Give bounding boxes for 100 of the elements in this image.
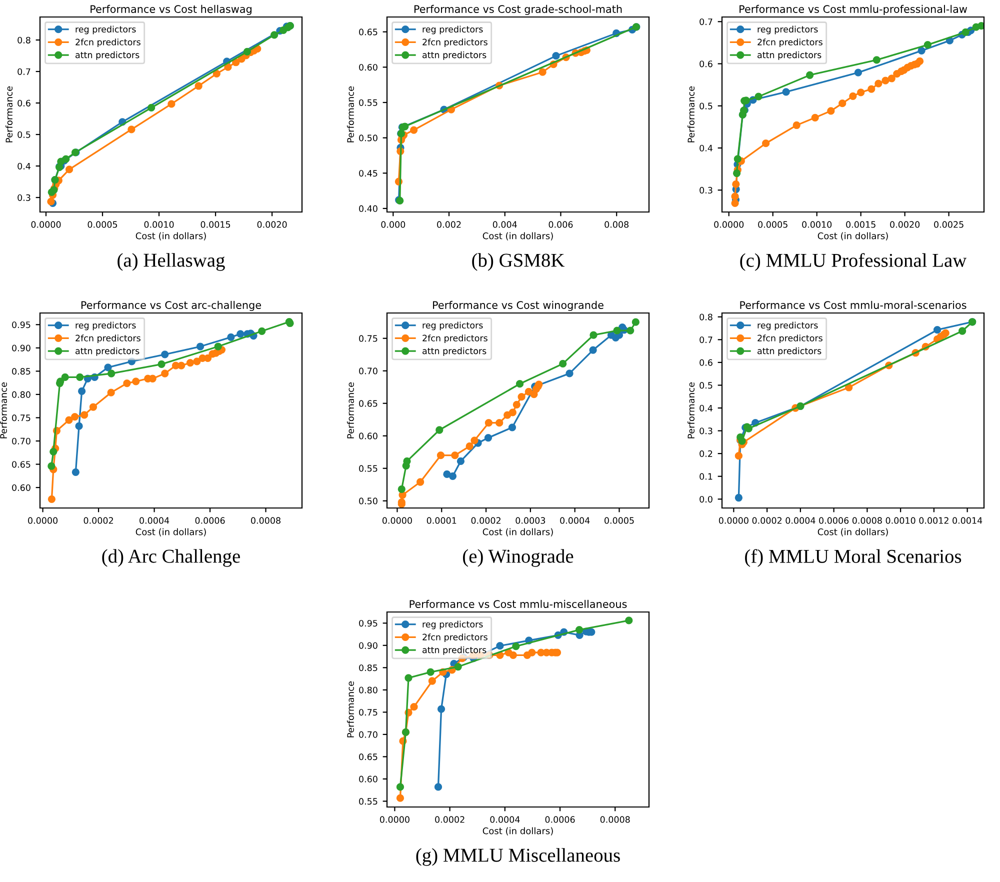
chart-title: Performance vs Cost mmlu-moral-scenarios	[740, 300, 966, 309]
legend-label: 2fcn predictors	[422, 334, 488, 344]
y-axis-title: Performance	[346, 382, 354, 438]
y-tick-label: 0.75	[359, 335, 378, 342]
x-tick-label: 0.0000	[31, 221, 61, 228]
x-tick-label: 0.004	[492, 221, 517, 228]
x-tick-label: 0.006	[548, 221, 573, 228]
y-tick-label: 0.55	[359, 465, 378, 472]
y-tick-label: 0.50	[359, 134, 378, 142]
y-axis-title: Performance	[688, 86, 695, 142]
y-tick-label: 0.80	[359, 686, 378, 694]
y-tick-label: 0.85	[12, 368, 30, 375]
y-tick-label: 0.1	[700, 473, 712, 480]
y-tick-label: 0.5	[18, 131, 30, 138]
x-tick-label: 0.0002	[435, 816, 464, 823]
x-tick-label: 0.0008	[852, 517, 882, 524]
text: (e) Winograde	[463, 549, 574, 567]
y-tick-label: 0.5	[700, 102, 712, 110]
y-tick-label: 0.70	[359, 368, 378, 374]
x-axis-title: Cost (in dollars)	[818, 528, 888, 536]
y-tick-label: 0.40	[359, 205, 378, 212]
y-tick-label: 0.7	[18, 68, 30, 75]
x-tick-label: 0.0004	[490, 816, 520, 823]
x-tick-label: 0.002	[437, 221, 461, 228]
y-axis-title: Performance	[688, 382, 695, 438]
x-tick-label: 0.0003	[516, 517, 546, 524]
x-axis-title: Cost (in dollars)	[136, 528, 206, 536]
y-tick-label: 0.60	[359, 776, 378, 782]
text: (b) GSM8K	[472, 253, 565, 271]
y-tick-label: 0.4	[18, 162, 30, 170]
x-tick-label: 0.0005	[88, 221, 118, 228]
x-tick-label: 0.0005	[758, 221, 788, 228]
legend-label: reg predictors	[76, 26, 136, 34]
legend-label: attn predictors	[422, 646, 486, 655]
y-tick-label: 0.80	[12, 391, 30, 398]
text: (g) MMLU Miscellaneous	[416, 848, 620, 866]
x-tick-label: 0.000	[381, 221, 406, 228]
x-axis-title: Cost (in dollars)	[482, 528, 553, 536]
x-tick-label: 0.0001	[426, 517, 456, 524]
text: (c) MMLU Professional Law	[740, 253, 967, 271]
text: (d) Arc Challenge	[102, 549, 240, 567]
legend-label: reg predictors	[422, 620, 483, 630]
y-tick-label: 0.70	[359, 731, 378, 738]
x-tick-label: 0.0008	[251, 517, 280, 524]
legend-label: 2fcn predictors	[76, 334, 140, 344]
x-tick-label: 0.0002	[471, 517, 500, 524]
legend-label: attn predictors	[758, 347, 822, 356]
y-tick-label: 0.2	[700, 450, 712, 458]
x-tick-label: 0.0008	[600, 816, 630, 823]
x-tick-label: 0.0000	[380, 816, 410, 823]
y-tick-label: 0.45	[359, 170, 378, 177]
y-tick-label: 0.75	[12, 414, 30, 422]
legend-label: reg predictors	[422, 322, 483, 330]
x-tick-label: 0.0012	[919, 517, 948, 524]
y-tick-label: 0.95	[359, 620, 378, 627]
x-tick-label: 0.0006	[195, 517, 225, 524]
y-axis-title: Performance	[0, 382, 7, 438]
legend-label: attn predictors	[76, 347, 140, 356]
x-axis-title: Cost (in dollars)	[136, 232, 206, 240]
y-tick-label: 0.3	[18, 194, 30, 201]
x-tick-label: 0.0020	[257, 221, 287, 228]
y-tick-label: 0.65	[359, 400, 378, 407]
x-tick-label: 0.0002	[752, 517, 782, 524]
y-tick-label: 0.7	[700, 336, 712, 344]
y-tick-label: 0.6	[700, 359, 712, 366]
y-axis-title: Performance	[346, 86, 354, 142]
x-tick-label: 0.0010	[886, 517, 916, 524]
y-tick-label: 0.8	[18, 36, 30, 44]
x-tick-label: 0.0020	[890, 221, 920, 228]
y-tick-label: 0.50	[359, 498, 378, 504]
x-tick-label: 0.0006	[819, 517, 849, 524]
y-tick-label: 0.4	[700, 404, 712, 412]
legend-label: 2fcn predictors	[422, 38, 488, 48]
x-tick-label: 0.0000	[28, 517, 58, 524]
legend-label: reg predictors	[758, 26, 818, 34]
chart-title: Performance vs Cost mmlu-miscellaneous	[410, 600, 627, 608]
legend-label: attn predictors	[76, 51, 140, 60]
y-tick-label: 0.75	[359, 709, 378, 716]
x-tick-label: 0.0010	[144, 221, 174, 228]
y-tick-label: 0.5	[700, 382, 712, 389]
y-tick-label: 0.85	[359, 664, 378, 672]
y-tick-label: 0.65	[359, 28, 378, 36]
y-tick-label: 0.6	[700, 60, 712, 68]
x-tick-label: 0.0025	[934, 221, 964, 228]
y-tick-label: 0.95	[12, 321, 30, 328]
text: (a) Hellaswag	[118, 253, 225, 271]
y-tick-label: 0.3	[700, 428, 712, 434]
y-tick-label: 0.7	[700, 18, 712, 26]
x-tick-label: 0.008	[604, 221, 629, 228]
y-tick-label: 0.60	[359, 64, 378, 71]
legend-label: reg predictors	[758, 322, 818, 330]
y-tick-label: 0.70	[12, 438, 30, 444]
x-tick-label: 0.0004	[560, 517, 590, 524]
y-tick-label: 0.0	[700, 496, 712, 503]
x-tick-label: 0.0010	[802, 221, 832, 228]
legend-label: attn predictors	[422, 51, 486, 60]
x-tick-label: 0.0014	[952, 517, 982, 524]
x-tick-label: 0.0000	[382, 517, 412, 524]
y-tick-label: 0.55	[359, 99, 378, 106]
x-axis-title: Cost (in dollars)	[482, 232, 553, 240]
